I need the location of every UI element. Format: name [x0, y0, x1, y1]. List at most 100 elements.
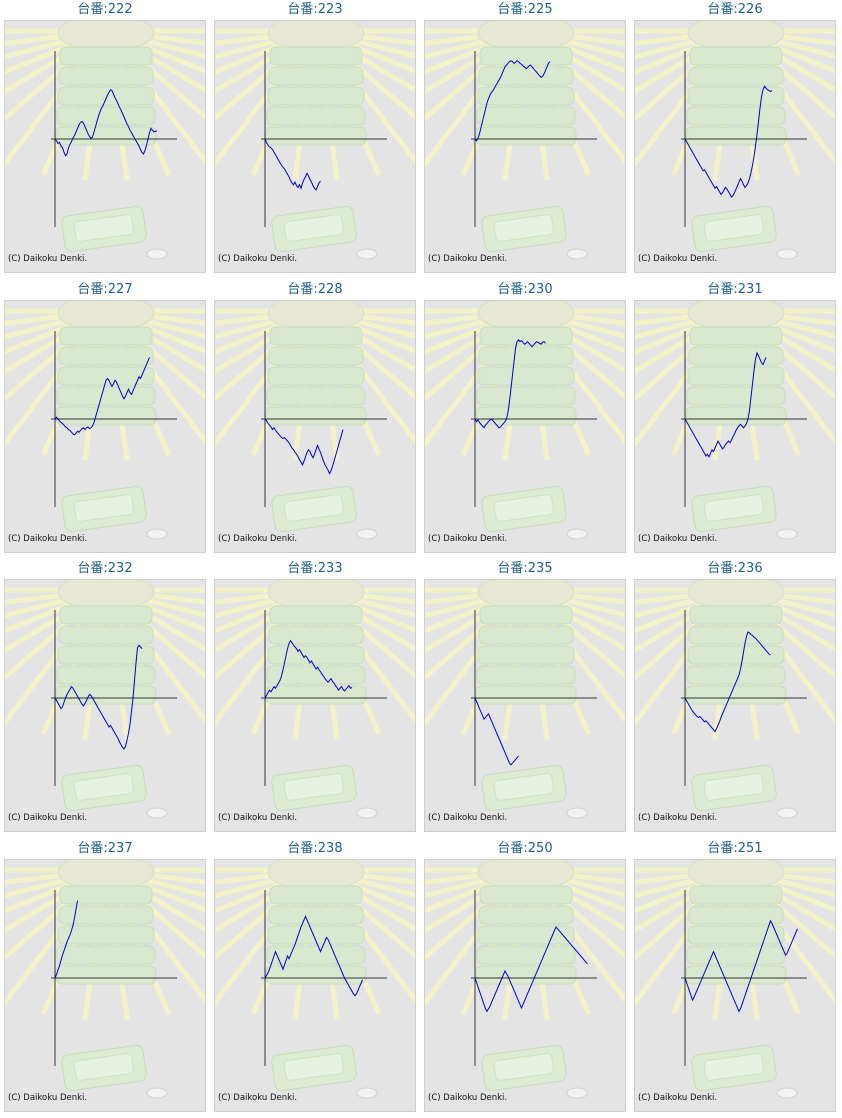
chart-cell: 台番:225 (C) Daikoku Denki.: [420, 0, 630, 276]
chart-title[interactable]: 台番:233: [287, 561, 343, 576]
copyright-label: (C) Daikoku Denki.: [8, 1093, 88, 1103]
chart-title[interactable]: 台番:230: [497, 282, 553, 297]
chart-cell: 台番:222 (C) Daikoku Denki.: [0, 0, 210, 276]
chart-title[interactable]: 台番:225: [497, 2, 553, 17]
coin-shape: [776, 248, 798, 260]
chart-frame: (C) Daikoku Denki.: [4, 300, 206, 553]
chart-title[interactable]: 台番:237: [77, 841, 133, 856]
tray-inner-shape: [73, 773, 134, 801]
chart-title[interactable]: 台番:232: [77, 561, 133, 576]
machine-illustration: [5, 21, 205, 260]
coin-shape: [356, 1087, 378, 1099]
machine-tier-shape: [267, 86, 365, 106]
copyright-label: (C) Daikoku Denki.: [428, 813, 508, 823]
machine-illustration: [425, 301, 625, 540]
chart-frame: (C) Daikoku Denki.: [214, 859, 416, 1112]
machine-tier-shape: [59, 885, 153, 905]
machine-tier-shape: [56, 386, 156, 406]
machine-tier-shape: [477, 366, 575, 386]
machine-illustration: [635, 21, 835, 260]
machine-tier-shape: [689, 885, 783, 905]
machine-illustration: [215, 301, 415, 540]
copyright-label: (C) Daikoku Denki.: [218, 254, 298, 264]
chart-title[interactable]: 台番:228: [287, 282, 343, 297]
chart-svg: [425, 21, 625, 260]
chart-cell: 台番:230 (C) Daikoku Denki.: [420, 280, 630, 556]
machine-tier-shape: [686, 106, 786, 126]
machine-illustration: [5, 301, 205, 540]
machine-tier-shape: [268, 625, 364, 645]
machine-tier-shape: [265, 406, 367, 426]
machine-tier-shape: [268, 905, 364, 925]
machine-tier-shape: [269, 605, 363, 625]
machine-illustration: [5, 580, 205, 819]
tray-inner-shape: [493, 1053, 554, 1081]
machine-tier-shape: [478, 66, 574, 86]
chart-title[interactable]: 台番:226: [707, 2, 763, 17]
chart-cell: 台番:236 (C) Daikoku Denki.: [630, 559, 840, 835]
chart-cell: 台番:223 (C) Daikoku Denki.: [210, 0, 420, 276]
machine-tier-shape: [685, 685, 787, 705]
series-line: [684, 919, 798, 1013]
tray-inner-shape: [283, 214, 344, 242]
machine-tier-shape: [685, 965, 787, 985]
machine-tier-shape: [59, 326, 153, 346]
machine-illustration: [425, 860, 625, 1099]
machine-tier-shape: [476, 106, 576, 126]
machine-tier-shape: [59, 46, 153, 66]
chart-title[interactable]: 台番:222: [77, 2, 133, 17]
machine-tier-shape: [265, 126, 367, 146]
series-line: [264, 639, 353, 699]
machine-tier-shape: [687, 366, 785, 386]
chart-svg: [635, 21, 835, 260]
machine-tier-shape: [58, 905, 154, 925]
chart-title[interactable]: 台番:227: [77, 282, 133, 297]
machine-tier-shape: [59, 605, 153, 625]
chart-cell: 台番:251 (C) Daikoku Denki.: [630, 839, 840, 1115]
tray-inner-shape: [703, 214, 764, 242]
coin-shape: [146, 528, 168, 540]
chart-title[interactable]: 台番:231: [707, 282, 763, 297]
machine-tier-shape: [57, 925, 155, 945]
machine-tier-shape: [56, 945, 156, 965]
chart-frame: (C) Daikoku Denki.: [4, 859, 206, 1112]
chart-svg: [215, 580, 415, 819]
chart-svg: [5, 301, 205, 540]
chart-frame: (C) Daikoku Denki.: [634, 579, 836, 832]
series-line: [684, 631, 771, 733]
machine-tier-shape: [689, 605, 783, 625]
copyright-label: (C) Daikoku Denki.: [8, 254, 88, 264]
chart-frame: (C) Daikoku Denki.: [214, 579, 416, 832]
coin-shape: [776, 807, 798, 819]
machine-tier-shape: [266, 386, 366, 406]
machine-tier-shape: [685, 406, 787, 426]
chart-frame: (C) Daikoku Denki.: [424, 20, 626, 273]
machine-tier-shape: [265, 685, 367, 705]
chart-title[interactable]: 台番:251: [707, 841, 763, 856]
coin-shape: [566, 248, 588, 260]
copyright-label: (C) Daikoku Denki.: [8, 534, 88, 544]
copyright-label: (C) Daikoku Denki.: [638, 534, 718, 544]
tray-inner-shape: [703, 1053, 764, 1081]
chart-title[interactable]: 台番:223: [287, 2, 343, 17]
chart-cell: 台番:233 (C) Daikoku Denki.: [210, 559, 420, 835]
series-line: [474, 339, 546, 429]
copyright-label: (C) Daikoku Denki.: [428, 534, 508, 544]
machine-tier-shape: [475, 406, 577, 426]
machine-illustration: [215, 860, 415, 1099]
machine-tier-shape: [477, 86, 575, 106]
chart-title[interactable]: 台番:235: [497, 561, 553, 576]
chart-title[interactable]: 台番:250: [497, 841, 553, 856]
machine-tier-shape: [57, 366, 155, 386]
chart-frame: (C) Daikoku Denki.: [424, 859, 626, 1112]
chart-cell: 台番:228 (C) Daikoku Denki.: [210, 280, 420, 556]
copyright-label: (C) Daikoku Denki.: [638, 1093, 718, 1103]
chart-cell: 台番:238 (C) Daikoku Denki.: [210, 839, 420, 1115]
machine-tier-shape: [685, 126, 787, 146]
copyright-label: (C) Daikoku Denki.: [428, 254, 508, 264]
chart-svg: [5, 21, 205, 260]
chart-title[interactable]: 台番:236: [707, 561, 763, 576]
chart-title[interactable]: 台番:238: [287, 841, 343, 856]
coin-shape: [776, 1087, 798, 1099]
